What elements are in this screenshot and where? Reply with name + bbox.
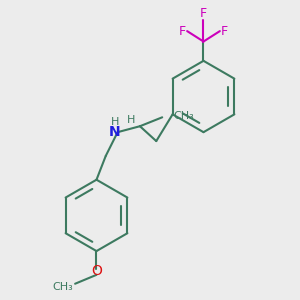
Text: H: H <box>110 117 119 127</box>
Text: F: F <box>179 25 186 38</box>
Text: H: H <box>127 115 135 125</box>
Text: F: F <box>200 7 207 20</box>
Text: F: F <box>221 25 228 38</box>
Text: N: N <box>109 125 121 139</box>
Text: CH₃: CH₃ <box>173 111 194 121</box>
Text: O: O <box>91 264 102 278</box>
Text: CH₃: CH₃ <box>52 282 73 292</box>
